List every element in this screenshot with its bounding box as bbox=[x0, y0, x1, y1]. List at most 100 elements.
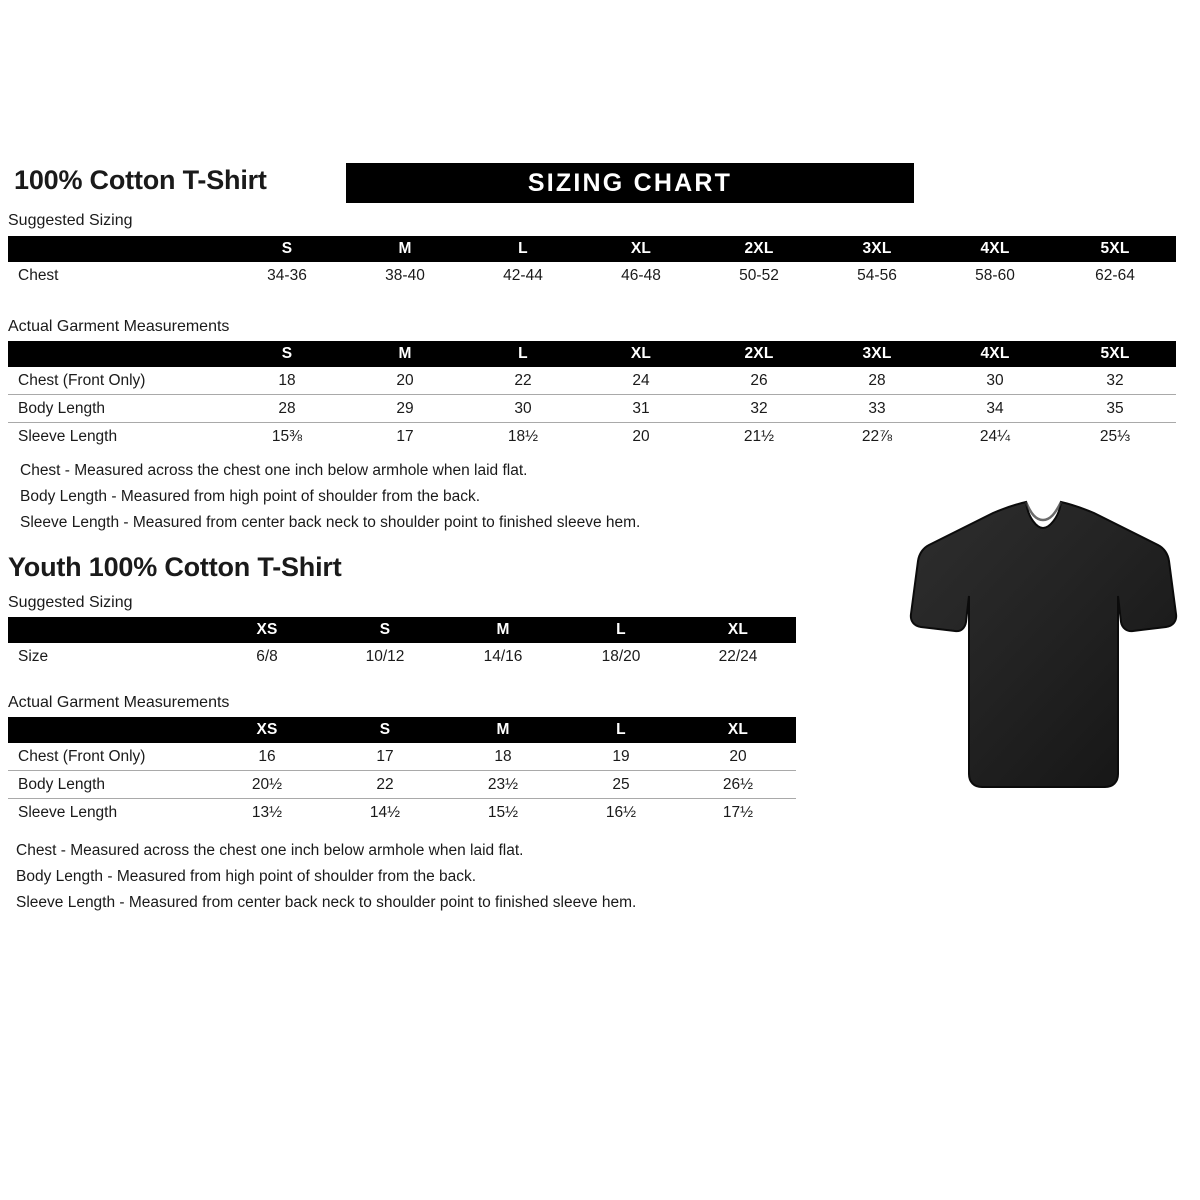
youth-actual-header-xs: XS bbox=[208, 717, 326, 743]
adult-actual-header-l: L bbox=[464, 341, 582, 367]
youth-note-line: Sleeve Length - Measured from center bac… bbox=[16, 894, 637, 911]
youth-suggested-header-l: L bbox=[562, 617, 680, 643]
youth-suggested-header-xs: XS bbox=[208, 617, 326, 643]
adult-actual-cell: 35 bbox=[1054, 394, 1176, 423]
adult-actual-header-s: S bbox=[228, 341, 346, 367]
youth-actual-cell: 15½ bbox=[444, 798, 562, 826]
table-row: Sleeve Length 13½ 14½ 15½ 16½ 17½ bbox=[8, 798, 796, 826]
youth-suggested-header-xl: XL bbox=[680, 617, 796, 643]
adult-actual-header-4xl: 4XL bbox=[936, 341, 1054, 367]
youth-actual-measurements-table: XS S M L XL Chest (Front Only) 16 17 18 19 20 Body… bbox=[8, 717, 796, 826]
youth-actual-cell: 23½ bbox=[444, 770, 562, 799]
adult-actual-cell: 24¼ bbox=[936, 422, 1054, 450]
adult-suggested-row-label: Chest bbox=[18, 266, 59, 284]
youth-actual-caption: Actual Garment Measurements bbox=[8, 694, 230, 711]
adult-actual-cell: 31 bbox=[582, 394, 700, 423]
adult-actual-cell: 21½ bbox=[700, 422, 818, 450]
adult-actual-header-2xl: 2XL bbox=[700, 341, 818, 367]
adult-suggested-cell: 50-52 bbox=[739, 266, 779, 284]
adult-actual-header-blank bbox=[8, 341, 228, 367]
table-row: Chest (Front Only) 16 17 18 19 20 bbox=[8, 743, 796, 771]
table-row: Sleeve Length 15⅜ 17 18½ 20 21½ 22⅞ 24¼ 25⅓ bbox=[8, 422, 1176, 450]
youth-actual-cell: 14½ bbox=[326, 798, 444, 826]
youth-actual-row-label: Chest (Front Only) bbox=[18, 747, 146, 765]
youth-actual-header-blank bbox=[8, 717, 208, 743]
adult-actual-cell: 18½ bbox=[464, 422, 582, 450]
adult-suggested-header-m: M bbox=[346, 236, 464, 262]
adult-actual-cell: 25⅓ bbox=[1054, 422, 1176, 450]
chart-header: 100% Cotton T-Shirt SIZING CHART bbox=[8, 163, 1192, 207]
adult-suggested-header-blank bbox=[8, 236, 228, 262]
table-row: Body Length 20½ 22 23½ 25 26½ bbox=[8, 770, 796, 799]
adult-suggested-header-2xl: 2XL bbox=[700, 236, 818, 262]
youth-suggested-cell: 10/12 bbox=[365, 647, 405, 665]
youth-suggested-cell: 14/16 bbox=[483, 647, 523, 665]
adult-suggested-header-3xl: 3XL bbox=[818, 236, 936, 262]
adult-actual-cell: 18 bbox=[278, 371, 296, 389]
adult-actual-row-label: Chest (Front Only) bbox=[18, 371, 146, 389]
adult-suggested-cell: 46-48 bbox=[621, 266, 661, 284]
table-row: Body Length 28 29 30 31 32 33 34 35 bbox=[8, 394, 1176, 423]
adult-actual-row-label: Sleeve Length bbox=[8, 422, 228, 450]
adult-suggested-cell: 62-64 bbox=[1095, 266, 1135, 284]
adult-actual-cell: 32 bbox=[1106, 371, 1124, 389]
adult-actual-cell: 22⅞ bbox=[818, 422, 936, 450]
adult-actual-cell: 30 bbox=[464, 394, 582, 423]
youth-suggested-header-blank bbox=[8, 617, 208, 643]
sizing-chart-banner-label: SIZING CHART bbox=[527, 168, 733, 197]
adult-suggested-cell: 38-40 bbox=[385, 266, 425, 284]
youth-actual-cell: 19 bbox=[612, 747, 630, 765]
youth-note-line: Chest - Measured across the chest one in… bbox=[16, 842, 524, 859]
table-header-row: S M L XL 2XL 3XL 4XL 5XL bbox=[8, 236, 1176, 262]
adult-section-title: 100% Cotton T-Shirt bbox=[14, 165, 267, 195]
table-header-row: S M L XL 2XL 3XL 4XL 5XL bbox=[8, 341, 1176, 367]
adult-suggested-header-s: S bbox=[228, 236, 346, 262]
tshirt-icon bbox=[909, 500, 1178, 788]
adult-actual-cell: 30 bbox=[986, 371, 1004, 389]
adult-actual-caption: Actual Garment Measurements bbox=[8, 318, 230, 335]
table-row: Size 6/8 10/12 14/16 18/20 22/24 bbox=[8, 643, 796, 670]
adult-actual-cell: 32 bbox=[700, 394, 818, 423]
adult-note-line: Body Length - Measured from high point o… bbox=[20, 488, 481, 505]
adult-actual-cell: 28 bbox=[868, 371, 886, 389]
adult-actual-cell: 34 bbox=[936, 394, 1054, 423]
adult-actual-cell: 17 bbox=[346, 422, 464, 450]
adult-actual-measurements-table: S M L XL 2XL 3XL 4XL 5XL Chest (Front Only) 18 20… bbox=[8, 341, 1176, 450]
youth-actual-cell: 16½ bbox=[562, 798, 680, 826]
youth-measurement-notes: Chest - Measured across the chest one in… bbox=[16, 838, 636, 916]
youth-suggested-row-label: Size bbox=[18, 647, 49, 665]
adult-suggested-cell: 58-60 bbox=[975, 266, 1015, 284]
youth-actual-cell: 22 bbox=[326, 770, 444, 799]
adult-actual-cell: 24 bbox=[632, 371, 650, 389]
adult-actual-cell: 15⅜ bbox=[228, 422, 346, 450]
youth-suggested-header-s: S bbox=[326, 617, 444, 643]
youth-suggested-cell: 18/20 bbox=[601, 647, 641, 665]
adult-note-line: Chest - Measured across the chest one in… bbox=[20, 462, 528, 479]
adult-actual-row-label: Body Length bbox=[8, 394, 228, 423]
adult-actual-cell: 33 bbox=[818, 394, 936, 423]
table-row: Chest 34-36 38-40 42-44 46-48 50-52 54-56 58-60… bbox=[8, 262, 1176, 289]
adult-suggested-cell: 34-36 bbox=[267, 266, 307, 284]
youth-actual-cell: 16 bbox=[258, 747, 276, 765]
tshirt-product-image bbox=[893, 474, 1193, 814]
adult-actual-cell: 22 bbox=[514, 371, 532, 389]
adult-suggested-header-xl: XL bbox=[582, 236, 700, 262]
youth-actual-cell: 18 bbox=[494, 747, 512, 765]
youth-actual-cell: 17 bbox=[376, 747, 394, 765]
adult-suggested-sizing-table: S M L XL 2XL 3XL 4XL 5XL Chest 34-36 38-40 42-44 46… bbox=[8, 236, 1176, 289]
adult-suggested-cell: 42-44 bbox=[503, 266, 543, 284]
adult-suggested-caption: Suggested Sizing bbox=[8, 212, 133, 229]
table-row: Chest (Front Only) 18 20 22 24 26 28 30 32 bbox=[8, 367, 1176, 395]
adult-actual-header-xl: XL bbox=[582, 341, 700, 367]
youth-actual-header-m: M bbox=[444, 717, 562, 743]
youth-actual-row-label: Sleeve Length bbox=[8, 798, 208, 826]
adult-suggested-cell: 54-56 bbox=[857, 266, 897, 284]
youth-suggested-cell: 6/8 bbox=[256, 647, 278, 665]
adult-note-line: Sleeve Length - Measured from center bac… bbox=[20, 514, 641, 531]
adult-actual-cell: 28 bbox=[228, 394, 346, 423]
youth-actual-cell: 25 bbox=[562, 770, 680, 799]
adult-suggested-header-5xl: 5XL bbox=[1054, 236, 1176, 262]
table-header-row: XS S M L XL bbox=[8, 617, 796, 643]
youth-actual-cell: 20½ bbox=[208, 770, 326, 799]
